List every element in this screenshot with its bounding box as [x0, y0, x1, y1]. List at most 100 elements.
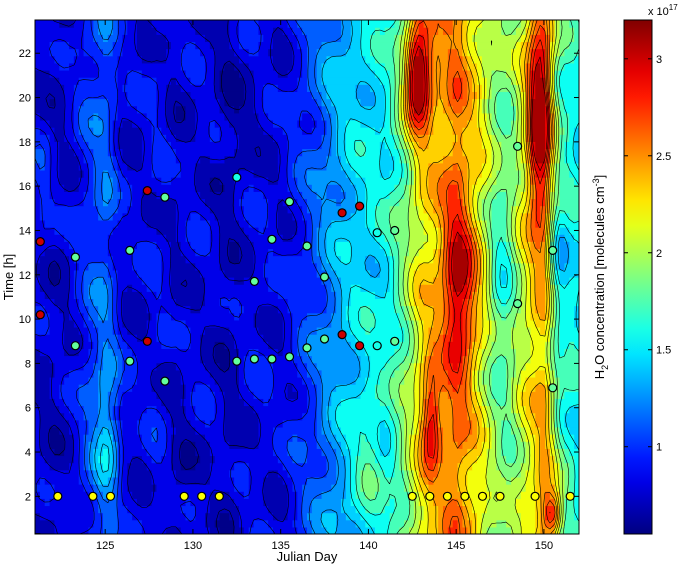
contour-band-cell — [486, 291, 493, 300]
contour-band-cell — [472, 77, 478, 85]
contour-band-cell — [239, 255, 255, 264]
contour-band-cell — [219, 177, 235, 185]
contour-band-cell — [287, 469, 328, 478]
contour-band-cell — [161, 127, 172, 135]
contour-band-cell — [564, 512, 575, 521]
contour-band-cell — [78, 419, 90, 428]
contour-band-cell — [219, 134, 240, 142]
contour-band-cell — [239, 376, 245, 385]
contour-band-cell — [297, 198, 308, 207]
contour-band-cell — [307, 312, 332, 321]
contour-band-cell — [486, 405, 493, 414]
contour-band-cell — [137, 498, 153, 507]
contour-band-cell — [443, 426, 454, 435]
contour-band-cell — [511, 119, 517, 128]
contour-band-cell — [229, 348, 240, 357]
contour-band-cell — [117, 141, 143, 150]
contour-band-cell — [59, 62, 70, 71]
contour-band-cell — [127, 77, 158, 85]
contour-band-cell — [438, 219, 444, 228]
contour-band-cell — [428, 41, 434, 50]
contour-band-cell — [224, 434, 260, 442]
measurement-point — [530, 491, 540, 501]
contour-band-cell — [535, 476, 541, 485]
contour-band-cell — [200, 348, 216, 357]
contour-band-cell — [477, 319, 483, 328]
contour-band-cell — [355, 148, 366, 157]
contour-band-cell — [481, 319, 493, 328]
contour-band-cell — [428, 141, 454, 150]
contour-band-cell — [326, 241, 337, 250]
contour-band-cell — [243, 491, 250, 499]
contour-band-cell — [423, 205, 434, 214]
contour-band-cell — [248, 526, 274, 534]
contour-band-cell — [224, 98, 245, 107]
contour-band-cell — [394, 269, 400, 278]
contour-band-cell — [559, 248, 570, 257]
contour-band-cell — [472, 112, 478, 121]
contour-band-cell — [413, 198, 425, 207]
contour-band-cell — [399, 55, 405, 64]
contour-band-cell — [496, 248, 507, 257]
contour-band-cell — [326, 291, 337, 300]
contour-band-cell — [423, 469, 439, 478]
contour-band-cell — [93, 55, 119, 64]
contour-band-cell — [83, 34, 94, 43]
contour-band-cell — [467, 62, 478, 71]
contour-band-cell — [151, 20, 192, 28]
contour-band-cell — [151, 498, 187, 507]
contour-band-cell — [200, 355, 216, 364]
contour-band-cell — [481, 134, 493, 142]
contour-band-cell — [321, 219, 332, 228]
contour-band-cell — [501, 441, 517, 449]
contour-band-cell — [428, 441, 434, 449]
contour-band-cell — [219, 298, 240, 307]
contour-band-cell — [103, 462, 109, 471]
contour-band-cell — [360, 498, 391, 507]
contour-band-cell — [462, 198, 468, 207]
contour-band-cell — [316, 55, 328, 64]
contour-band-cell — [443, 277, 449, 285]
contour-band-cell — [112, 148, 124, 157]
contour-band-cell — [107, 169, 119, 178]
contour-band-cell — [574, 55, 579, 64]
contour-band-cell — [239, 248, 255, 257]
measurement-point — [160, 376, 170, 386]
contour-band-cell — [467, 255, 473, 264]
contour-band-cell — [180, 62, 206, 71]
contour-band-cell — [520, 277, 527, 285]
contour-band-cell — [564, 234, 575, 242]
contour-band-cell — [355, 505, 366, 514]
contour-band-cell — [263, 34, 274, 43]
contour-band-cell — [467, 227, 473, 235]
contour-band-cell — [35, 476, 41, 485]
contour-band-cell — [292, 326, 298, 335]
contour-band-cell — [569, 405, 579, 414]
contour-band-cell — [481, 341, 488, 349]
contour-band-cell — [64, 98, 75, 107]
contour-band-cell — [122, 426, 138, 435]
contour-band-cell — [574, 484, 579, 492]
contour-band-cell — [350, 476, 357, 485]
contour-band-cell — [525, 476, 536, 485]
contour-band-cell — [457, 476, 468, 485]
contour-band-cell — [462, 234, 468, 242]
contour-band-cell — [409, 526, 420, 534]
contour-band-cell — [481, 269, 488, 278]
contour-band-cell — [248, 462, 284, 471]
contour-band-cell — [73, 441, 80, 449]
contour-band-cell — [428, 391, 434, 399]
contour-band-cell — [365, 462, 371, 471]
contour-band-cell — [321, 69, 376, 78]
contour-band-cell — [428, 355, 444, 364]
contour-band-cell — [243, 98, 255, 107]
contour-band-cell — [409, 362, 415, 371]
contour-band-cell — [175, 77, 192, 85]
contour-band-cell — [423, 34, 430, 43]
contour-band-cell — [418, 434, 425, 442]
contour-band-cell — [530, 212, 536, 221]
contour-band-cell — [350, 284, 362, 292]
contour-band-cell — [559, 412, 566, 421]
contour-band-cell — [302, 191, 318, 200]
